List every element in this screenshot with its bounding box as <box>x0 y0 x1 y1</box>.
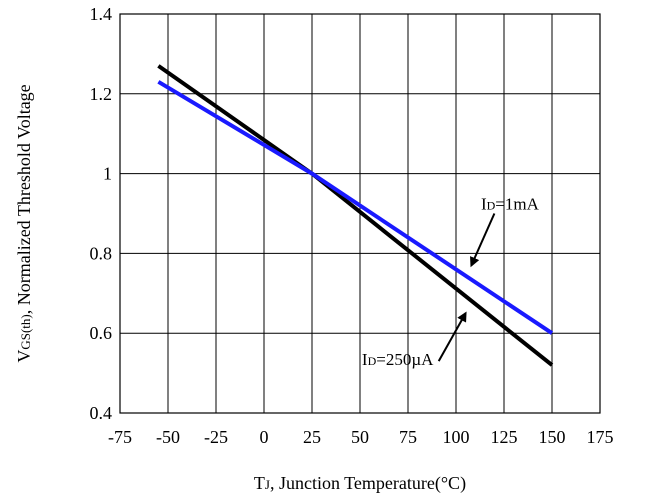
annotation-250ua-rest: =250µA <box>376 350 434 369</box>
annotation-250ua-main: I <box>362 350 368 369</box>
y-tick-label: 1 <box>103 164 112 184</box>
annotation-1ma-rest: =1mA <box>495 195 539 214</box>
annotation-label-1ma: ID=1mA <box>481 195 540 214</box>
annotation-1ma-sub: D <box>487 199 496 213</box>
x-axis-label-unit: °C <box>441 473 460 493</box>
y-tick-labels: 0.4 0.6 0.8 1 1.2 1.4 <box>90 4 113 423</box>
x-axis-label: TJ, Junction Temperature(°C) <box>254 473 466 494</box>
series-line-1ma <box>157 80 554 335</box>
x-tick-label: -75 <box>108 427 132 447</box>
x-tick-label: 175 <box>587 427 614 447</box>
annotation-label-250ua: ID=250µA <box>362 350 434 369</box>
y-axis-label-sub: GS(th) <box>18 314 33 349</box>
annotation-1ma-main: I <box>481 195 487 214</box>
x-tick-label: 25 <box>303 427 321 447</box>
y-tick-label: 0.6 <box>90 323 113 343</box>
x-tick-label: 0 <box>260 427 269 447</box>
y-axis-label-rest: , Normalized Threshold Voltage <box>14 84 34 314</box>
annotation-arrow-1ma <box>470 213 496 268</box>
x-tick-label: -25 <box>204 427 228 447</box>
plot-frame <box>119 13 601 414</box>
x-tick-label: 50 <box>351 427 369 447</box>
annotation-arrow-250ua <box>437 311 467 362</box>
x-tick-label: 125 <box>491 427 518 447</box>
annotation-250ua-sub: D <box>368 354 377 368</box>
y-axis-label-main: V <box>14 350 34 363</box>
y-tick-label: 0.8 <box>90 243 113 263</box>
x-tick-labels: -75 -50 -25 0 25 50 75 100 125 150 175 <box>108 427 614 447</box>
x-tick-label: 100 <box>443 427 470 447</box>
x-tick-label: 150 <box>539 427 566 447</box>
x-tick-label: -50 <box>156 427 180 447</box>
y-tick-label: 1.4 <box>90 4 113 24</box>
series-lines <box>157 64 554 367</box>
x-axis-label-rest: , Junction Temperature( <box>270 473 441 494</box>
y-tick-label: 0.4 <box>90 403 113 423</box>
x-axis-label-close: ) <box>460 473 466 494</box>
y-axis-label: VGS(th), Normalized Threshold Voltage <box>14 84 34 362</box>
y-tick-label: 1.2 <box>90 84 113 104</box>
x-axis-label-main: T <box>254 473 265 493</box>
x-axis-label-sub: J <box>265 477 270 492</box>
x-tick-label: 75 <box>399 427 417 447</box>
